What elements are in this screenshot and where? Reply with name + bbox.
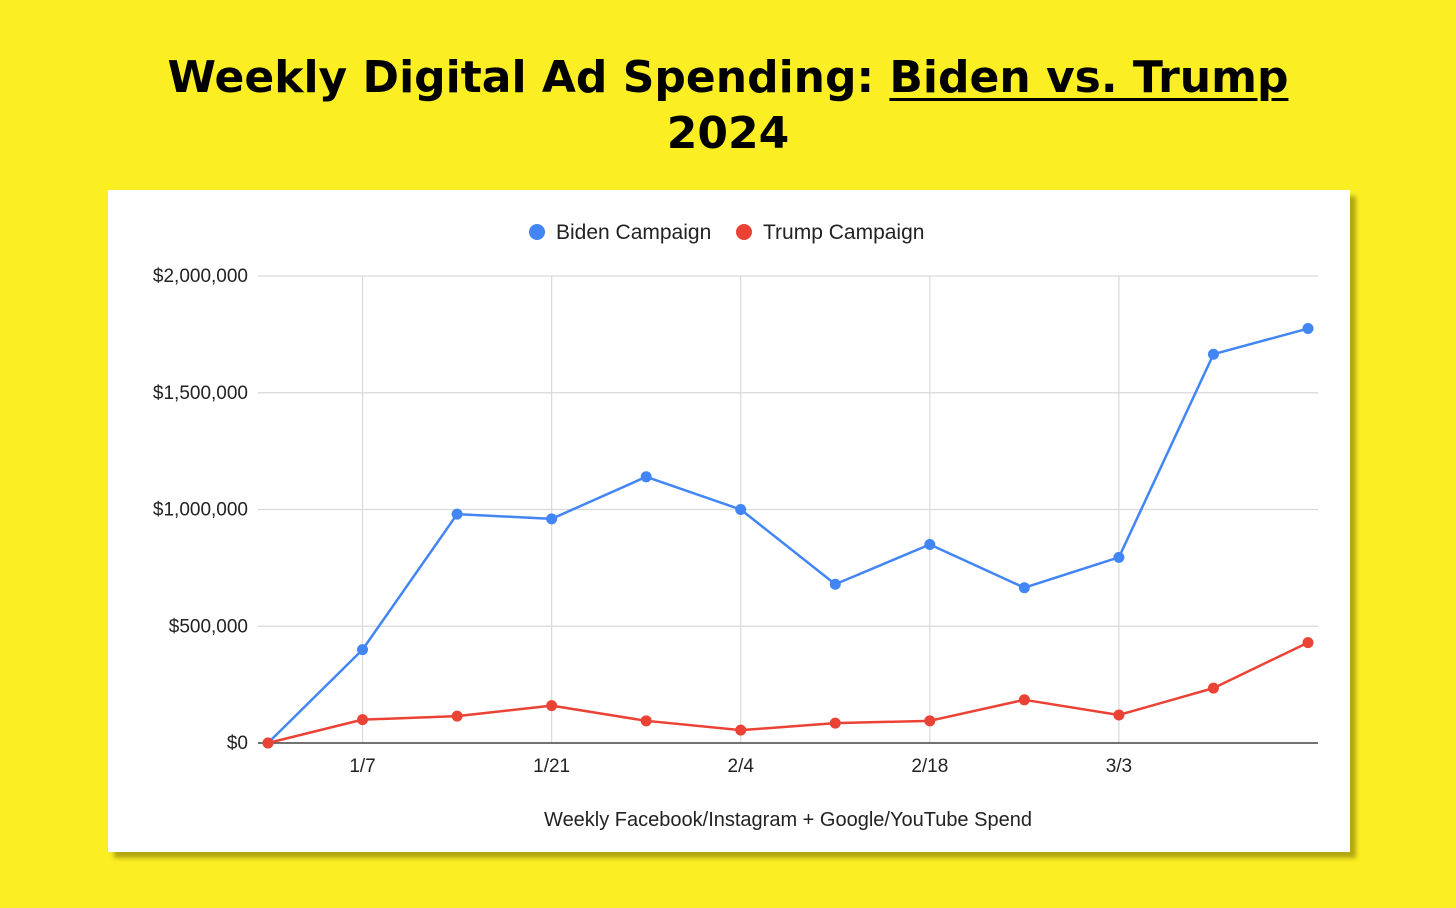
legend-label-biden: Biden Campaign [556,221,711,244]
data-point-biden [1113,551,1125,563]
data-point-biden [640,471,652,483]
data-point-biden [1018,582,1030,594]
data-point-trump [1018,694,1030,706]
data-point-biden [451,508,463,520]
data-point-biden [829,578,841,590]
data-point-trump [546,700,558,712]
data-point-biden [1207,348,1219,360]
title-part-3: 2024 [666,108,790,159]
page-title: Weekly Digital Ad Spending: Biden vs. Tr… [0,50,1456,162]
y-tick-label: $1,500,000 [153,383,248,404]
y-tick-label: $500,000 [169,616,248,637]
title-part-2: Biden vs. Trump [889,52,1289,103]
x-axis-title: Weekly Facebook/Instagram + Google/YouTu… [544,809,1032,831]
legend-marker-biden [529,224,545,240]
title-part-1: Weekly Digital Ad Spending: [167,52,890,103]
data-point-trump [829,717,841,729]
x-tick-label: 1/7 [349,756,375,777]
data-point-trump [451,710,463,722]
data-point-biden [1302,323,1314,335]
y-tick-label: $2,000,000 [153,266,248,287]
data-point-trump [924,715,936,727]
data-point-trump [357,714,369,726]
data-point-trump [640,715,652,727]
legend-marker-trump [736,224,752,240]
data-point-trump [1207,682,1219,694]
data-point-biden [357,644,369,656]
data-point-trump [1302,637,1314,649]
series-line-trump [267,641,1309,745]
data-point-biden [735,504,747,515]
x-tick-label: 2/18 [911,756,948,777]
chart-card: $0 $500,000 $1,000,000 $1,500,000 $2,000,000… [108,190,1350,852]
data-point-trump [735,724,747,736]
x-tick-label: 1/21 [533,756,570,777]
line-chart: $0 $500,000 $1,000,000 $1,500,000 $2,000,000… [153,221,1318,831]
x-tick-label: 2/4 [728,756,755,777]
data-point-trump [1113,709,1125,721]
x-tick-label: 3/3 [1106,756,1132,777]
y-tick-label: $0 [227,733,248,754]
data-point-biden [924,539,936,551]
data-point-trump [262,737,274,749]
y-tick-label: $1,000,000 [153,500,248,521]
series-line-biden [267,327,1309,744]
legend-label-trump: Trump Campaign [763,221,924,244]
data-point-biden [546,513,558,525]
